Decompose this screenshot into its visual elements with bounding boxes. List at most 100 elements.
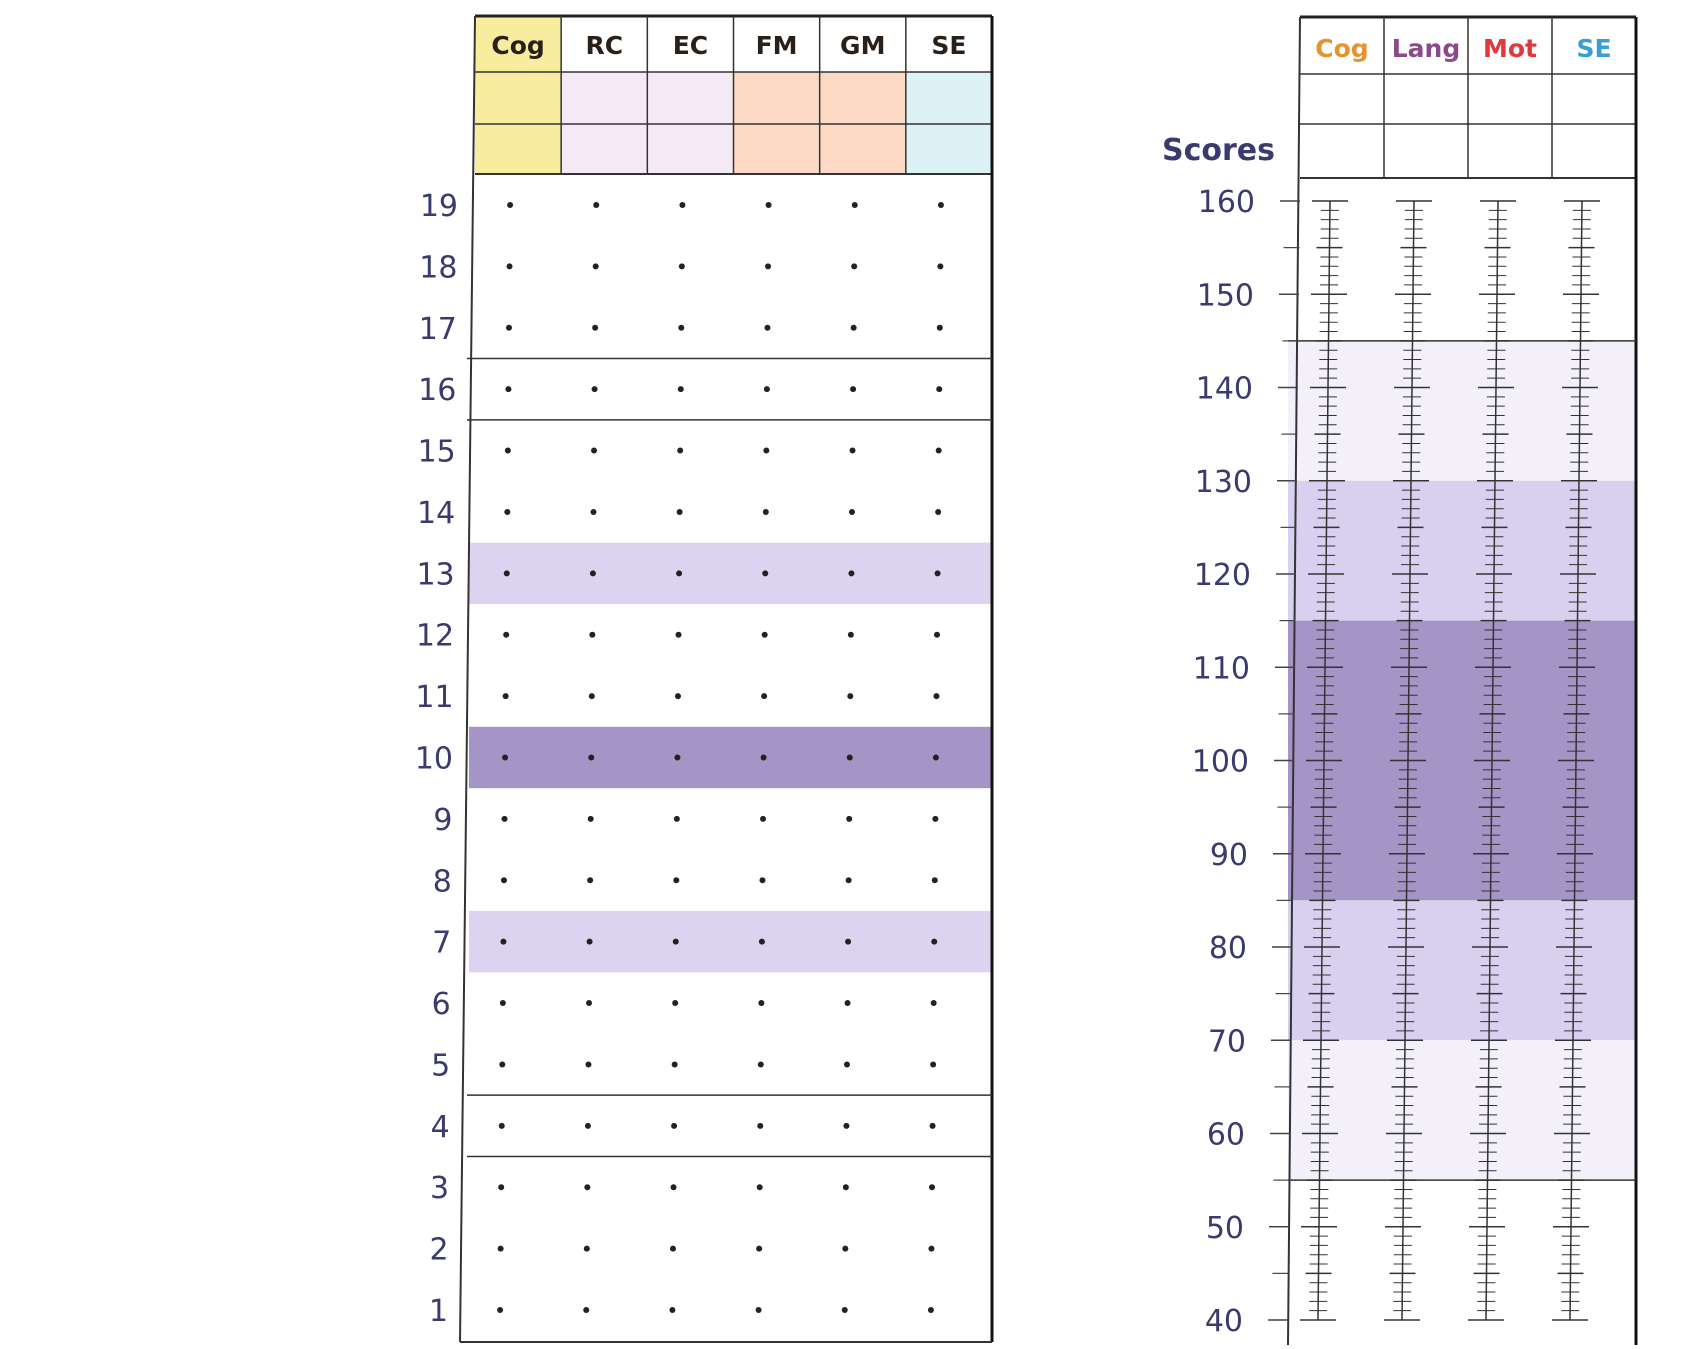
- score-dot: [592, 324, 599, 331]
- score-dot: [505, 386, 512, 393]
- y-tick-label: 10: [415, 742, 453, 777]
- score-dot: [584, 1184, 591, 1191]
- score-dot: [841, 1307, 848, 1313]
- score-dot: [760, 754, 767, 761]
- score-dot: [934, 570, 941, 577]
- score-dot: [850, 386, 857, 393]
- score-dot: [591, 386, 598, 393]
- score-dot: [763, 386, 770, 393]
- score-dot: [499, 1000, 506, 1007]
- score-dot: [758, 1000, 765, 1007]
- column-header-rc: RC: [585, 31, 623, 60]
- band-7: [469, 910, 992, 973]
- score-dot: [674, 693, 681, 700]
- score-dot: [677, 447, 684, 454]
- header-fill-ec: [647, 72, 734, 174]
- score-dot: [848, 508, 855, 515]
- y-tick-label: 4: [431, 1110, 450, 1145]
- score-dot: [504, 447, 511, 454]
- y-tick-label: 8: [433, 864, 452, 899]
- score-dot: [669, 1307, 676, 1313]
- score-dot: [929, 1122, 936, 1129]
- y-tick-label: 19: [420, 189, 458, 224]
- score-dot: [845, 877, 852, 884]
- header-fill-fm: [733, 72, 820, 174]
- score-dot: [847, 631, 854, 638]
- score-dot: [765, 202, 772, 208]
- score-dot: [760, 815, 767, 822]
- y-tick-label: 6: [432, 987, 451, 1022]
- score-dot: [503, 570, 510, 577]
- y-tick-label: 18: [419, 250, 457, 285]
- score-dot: [592, 263, 599, 270]
- score-dot: [591, 447, 598, 454]
- score-dot: [850, 324, 857, 331]
- score-dot: [678, 263, 685, 270]
- y-tick-label: 3: [430, 1171, 449, 1206]
- score-dot: [676, 570, 683, 577]
- score-dot: [846, 754, 853, 761]
- header-fill-gm: [819, 72, 906, 174]
- score-dot: [499, 1061, 506, 1068]
- y-tick-label: 13: [416, 557, 454, 592]
- score-dot: [762, 508, 769, 515]
- score-dot: [677, 386, 684, 393]
- score-dot: [678, 324, 685, 331]
- y-tick-label: 12: [416, 619, 454, 654]
- score-dot: [673, 815, 680, 822]
- score-dot: [502, 693, 509, 700]
- score-dot: [497, 1245, 504, 1252]
- score-dot: [928, 1245, 935, 1252]
- score-dot: [931, 938, 938, 945]
- band-13: [469, 542, 992, 605]
- y-tick-label: 11: [415, 680, 453, 715]
- score-dot: [500, 938, 507, 945]
- score-dot: [587, 877, 594, 884]
- score-dot: [679, 202, 686, 208]
- score-dot: [671, 1061, 678, 1068]
- score-dot: [935, 447, 942, 454]
- score-dot: [847, 693, 854, 700]
- score-dot: [497, 1307, 504, 1313]
- score-dot: [758, 938, 765, 945]
- score-dot: [937, 263, 944, 270]
- score-dot: [844, 1000, 851, 1007]
- score-dot: [937, 202, 944, 208]
- score-dot: [593, 202, 600, 208]
- score-dot: [502, 754, 509, 761]
- y-tick-label: 5: [431, 1048, 450, 1083]
- score-dot: [757, 1122, 764, 1129]
- score-dot: [765, 263, 772, 270]
- score-dot: [843, 1061, 850, 1068]
- score-dot: [584, 1122, 591, 1129]
- score-dot: [586, 938, 593, 945]
- score-dot: [675, 631, 682, 638]
- score-dot: [673, 877, 680, 884]
- score-dot: [505, 324, 512, 331]
- score-dot: [764, 324, 771, 331]
- score-dot: [851, 202, 858, 208]
- score-dot: [671, 1122, 678, 1129]
- score-dot: [762, 570, 769, 577]
- y-tick-label: 16: [418, 373, 456, 408]
- score-dot: [674, 754, 681, 761]
- score-dot: [500, 877, 507, 884]
- y-tick-label: 15: [418, 435, 456, 470]
- score-dot: [756, 1245, 763, 1252]
- score-dot: [761, 693, 768, 700]
- score-dot: [931, 877, 938, 884]
- score-dot: [761, 631, 768, 638]
- y-tick-label: 7: [432, 926, 451, 961]
- score-dot: [504, 508, 511, 515]
- score-dot: [585, 1061, 592, 1068]
- score-dot: [586, 1000, 593, 1007]
- score-dot: [842, 1184, 849, 1191]
- score-dot: [845, 938, 852, 945]
- y-tick-label: 17: [419, 312, 457, 347]
- y-tick-label: 9: [433, 803, 452, 838]
- score-dot: [676, 508, 683, 515]
- score-dot: [935, 508, 942, 515]
- score-dot: [506, 263, 513, 270]
- score-dot: [589, 631, 596, 638]
- score-dot: [848, 570, 855, 577]
